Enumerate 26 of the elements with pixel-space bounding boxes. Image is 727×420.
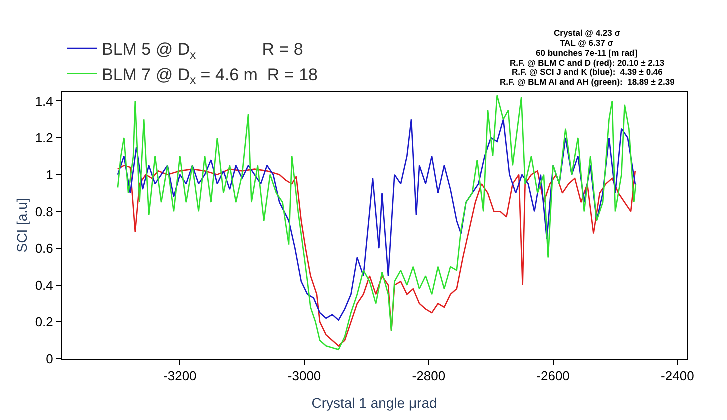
- text: TAL @ 6.37 σ: [560, 38, 614, 48]
- text: BLM 5 @ D$_{x}$ R = 8: [102, 40, 304, 62]
- text: Crystal @ 4.23 σ: [554, 28, 621, 38]
- x-axis-title: Crystal 1 angle μrad: [312, 394, 438, 411]
- y-tick-label: 1.2: [35, 130, 54, 146]
- text: R.F. @ BLM AI and AH (green): 18.89 ± 2.39: [500, 77, 676, 87]
- y-tick-label: 0: [46, 352, 54, 367]
- y-tick-label: 0.6: [35, 241, 54, 256]
- x-tick-label: -3000: [288, 368, 322, 384]
- y-tick-label: 1.4: [35, 94, 54, 109]
- text: 60 bunches 7e-11 [m rad]: [536, 48, 638, 58]
- y-tick-label: 0.4: [35, 278, 54, 293]
- x-tick-label: -2400: [661, 368, 694, 384]
- y-tick-label: 0.2: [35, 314, 54, 330]
- x-tick-label: -2600: [536, 368, 570, 384]
- line-series: [117, 165, 636, 347]
- x-tick-label: -2800: [412, 368, 446, 384]
- y-tick-label: 1: [46, 167, 54, 182]
- x-tick-label: -3200: [164, 368, 197, 384]
- y-tick-label: 0.8: [35, 204, 54, 220]
- text: R.F. @ BLM C and D (red): 20.10 ± 2.13: [510, 58, 665, 68]
- y-axis-title: SCI [a.u]: [14, 198, 30, 253]
- legend-label: BLM 7 @ D$_{x}$ = 4.6 m R = 18: [102, 65, 318, 87]
- text: R.F. @ SCI J and K (blue): 4.39 ± 0.46: [512, 67, 664, 77]
- line-series: [117, 118, 636, 321]
- line-series: [117, 95, 637, 350]
